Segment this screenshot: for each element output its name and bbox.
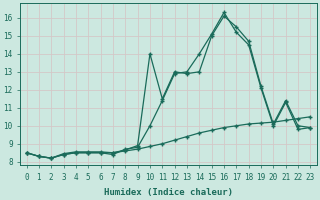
X-axis label: Humidex (Indice chaleur): Humidex (Indice chaleur) (104, 188, 233, 197)
